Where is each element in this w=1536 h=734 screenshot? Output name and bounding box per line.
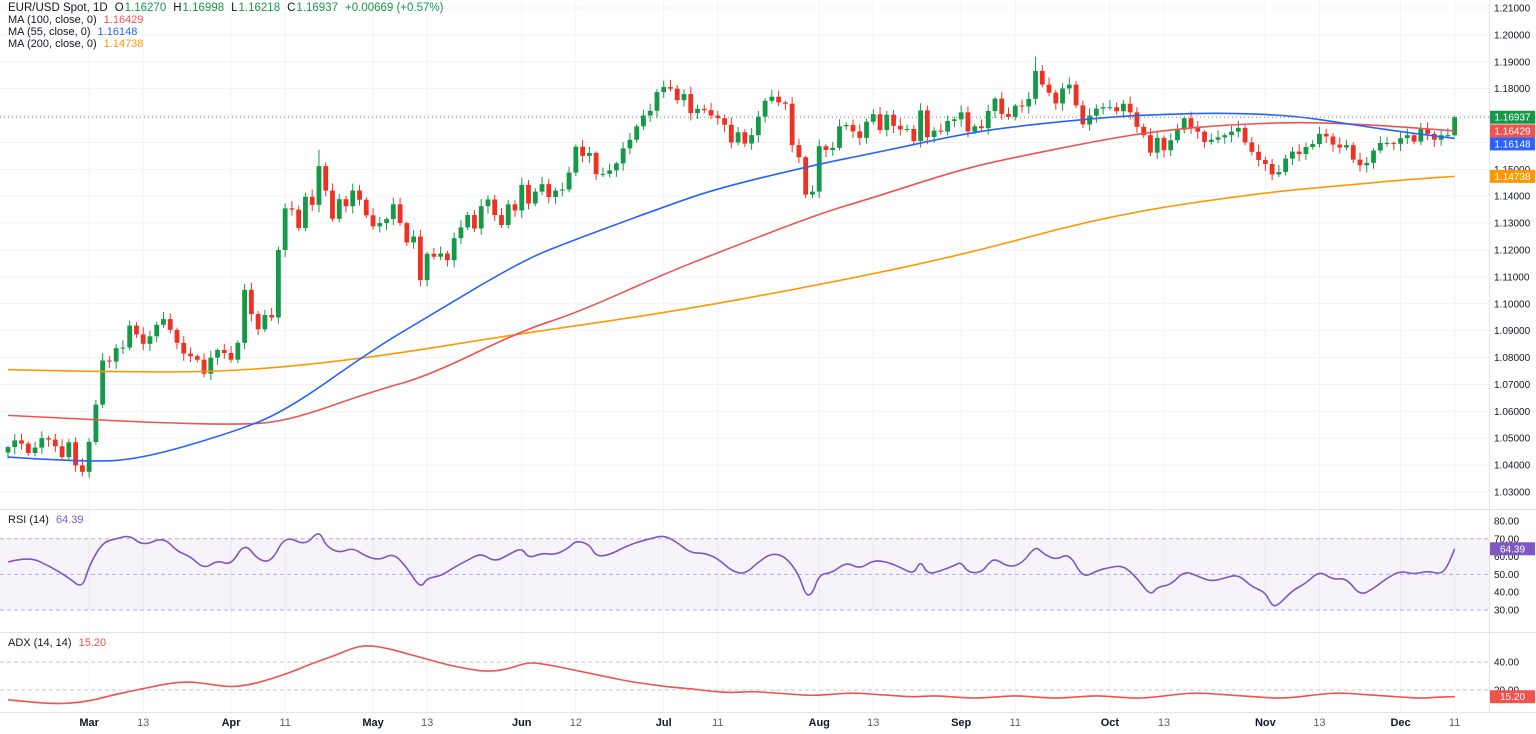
svg-text:Sep: Sep <box>951 717 971 729</box>
ma100-legend[interactable]: MA (100, close, 0) 1.16429 <box>8 15 443 26</box>
adx-value-label: 15.20 <box>1490 690 1535 704</box>
svg-text:Jul: Jul <box>656 717 672 729</box>
svg-text:11: 11 <box>712 717 723 729</box>
svg-text:40.00: 40.00 <box>1494 588 1519 599</box>
svg-text:1.21000: 1.21000 <box>1494 3 1531 14</box>
svg-text:1.04000: 1.04000 <box>1494 461 1531 472</box>
svg-text:1.20000: 1.20000 <box>1494 30 1531 41</box>
svg-text:1.09000: 1.09000 <box>1494 326 1531 337</box>
svg-text:1.11000: 1.11000 <box>1494 272 1530 283</box>
rsi-label: RSI (14) <box>8 514 49 526</box>
svg-text:Oct: Oct <box>1101 717 1120 729</box>
svg-text:1.10000: 1.10000 <box>1494 299 1531 310</box>
svg-text:13: 13 <box>867 717 879 729</box>
svg-text:13: 13 <box>137 717 149 729</box>
price-axis[interactable]: 1.210001.200001.190001.180001.170001.160… <box>1494 3 1531 696</box>
svg-text:1.12000: 1.12000 <box>1494 245 1531 256</box>
svg-text:Jun: Jun <box>512 717 532 729</box>
adx-legend[interactable]: ADX (14, 14) 15.20 <box>8 637 106 649</box>
ma200-legend[interactable]: MA (200, close, 0) 1.14738 <box>8 39 443 50</box>
ma55-legend[interactable]: MA (55, close, 0) 1.16148 <box>8 27 443 38</box>
ma200-value: 1.14738 <box>103 38 144 50</box>
rsi-band <box>0 538 1490 691</box>
ohlc-close: C1.16937 <box>287 2 338 14</box>
pane-separators <box>0 0 1536 713</box>
svg-text:13: 13 <box>421 717 433 729</box>
svg-text:15.20: 15.20 <box>1500 692 1525 703</box>
adx-value: 15.20 <box>78 637 107 649</box>
price-badges: 1.16937 1.16429 1.16148 1.14738 64.39 15.20 <box>1490 110 1535 704</box>
svg-text:40.00: 40.00 <box>1494 658 1519 669</box>
svg-text:11: 11 <box>279 717 290 729</box>
adx-label: ADX (14, 14) <box>8 637 72 649</box>
svg-text:1.16937: 1.16937 <box>1494 113 1531 124</box>
svg-text:1.18000: 1.18000 <box>1494 84 1531 95</box>
ma200-label: MA (200, close, 0) <box>8 38 97 50</box>
svg-text:1.14000: 1.14000 <box>1494 192 1531 203</box>
ma55-label: MA (55, close, 0) <box>8 26 91 38</box>
svg-text:60.00: 60.00 <box>1494 552 1519 563</box>
candlestick-series <box>5 56 1458 478</box>
price-change: +0.00669 (+0.57%) <box>345 2 444 14</box>
ohlc-open: O1.16270 <box>114 2 167 14</box>
svg-text:1.07000: 1.07000 <box>1494 380 1531 391</box>
price-label-ma100: 1.16429 <box>1490 124 1535 138</box>
ma55-value: 1.16148 <box>97 26 138 38</box>
ma100-line[interactable] <box>7 121 1455 425</box>
svg-text:Apr: Apr <box>222 717 242 729</box>
ma55-line[interactable] <box>7 112 1455 462</box>
symbol-legend[interactable]: EUR/USD Spot, 1D O1.16270 H1.16998 L1.16… <box>8 2 444 14</box>
svg-text:30.00: 30.00 <box>1494 606 1519 617</box>
price-label-close: 1.16937 <box>1490 110 1535 124</box>
svg-text:11: 11 <box>1010 717 1021 729</box>
ma100-value: 1.16429 <box>103 14 144 26</box>
chart-legend: EUR/USD Spot, 1D O1.16270 H1.16998 L1.16… <box>8 2 444 51</box>
svg-text:May: May <box>362 717 384 729</box>
ma100-label: MA (100, close, 0) <box>8 14 97 26</box>
rsi-value-label: 64.39 <box>1490 542 1535 556</box>
price-label-ma200: 1.14738 <box>1490 169 1535 183</box>
svg-text:1.08000: 1.08000 <box>1494 353 1531 364</box>
svg-text:13: 13 <box>1313 717 1325 729</box>
rsi-line[interactable] <box>7 533 1456 607</box>
rsi-value: 64.39 <box>55 514 84 526</box>
svg-text:50.00: 50.00 <box>1494 570 1519 581</box>
svg-text:80.00: 80.00 <box>1494 517 1519 528</box>
svg-text:Dec: Dec <box>1390 717 1410 729</box>
svg-text:1.06000: 1.06000 <box>1494 407 1531 418</box>
svg-text:1.03000: 1.03000 <box>1494 488 1531 499</box>
svg-text:1.13000: 1.13000 <box>1494 219 1531 230</box>
svg-text:Nov: Nov <box>1255 717 1277 729</box>
time-axis[interactable]: Mar 13 Apr 11 May 13 Jun 12 Jul 11 Aug 13 Sep 11 Oct 13… <box>79 717 1460 729</box>
svg-text:1.16148: 1.16148 <box>1494 139 1531 150</box>
svg-text:13: 13 <box>1158 717 1170 729</box>
rsi-legend[interactable]: RSI (14) 64.39 <box>8 514 84 526</box>
svg-text:11: 11 <box>1449 717 1460 729</box>
svg-text:1.05000: 1.05000 <box>1494 434 1531 445</box>
svg-text:Aug: Aug <box>809 717 830 729</box>
ma200-line[interactable] <box>7 175 1455 373</box>
price-label-ma55: 1.16148 <box>1490 137 1535 151</box>
svg-text:1.14738: 1.14738 <box>1494 172 1531 183</box>
symbol-title: EUR/USD Spot, 1D <box>8 2 108 14</box>
ohlc-low: L1.16218 <box>231 2 281 14</box>
svg-text:1.16429: 1.16429 <box>1494 126 1531 137</box>
adx-line[interactable] <box>7 645 1455 705</box>
svg-text:12: 12 <box>570 717 582 729</box>
ohlc-high: H1.16998 <box>173 2 225 14</box>
svg-text:70.00: 70.00 <box>1494 534 1519 545</box>
svg-text:1.19000: 1.19000 <box>1494 57 1531 68</box>
svg-text:Mar: Mar <box>79 717 99 729</box>
svg-text:64.39: 64.39 <box>1500 544 1525 555</box>
